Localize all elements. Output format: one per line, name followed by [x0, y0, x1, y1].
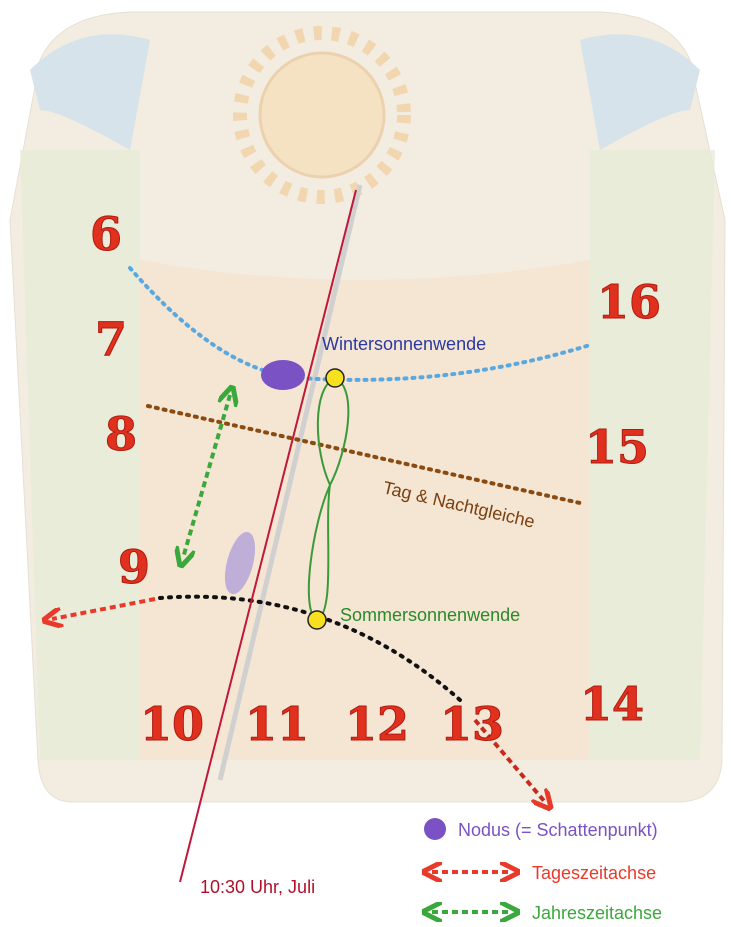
- legend-label: Tageszeitachse: [532, 863, 656, 883]
- hour-label: 13: [440, 697, 504, 751]
- nodus: [261, 360, 305, 390]
- hour-label: 14: [580, 677, 644, 731]
- winter-label: Wintersonnenwende: [322, 334, 486, 354]
- summer-label: Sommersonnenwende: [340, 605, 520, 625]
- solstice-point: [308, 611, 326, 629]
- legend-label: Jahreszeitachse: [532, 903, 662, 923]
- legend-label: Nodus (= Schattenpunkt): [458, 820, 658, 840]
- hour-label: 16: [597, 275, 661, 329]
- hour-label: 10: [140, 697, 204, 751]
- hour-label: 7: [95, 312, 127, 366]
- hour-label: 11: [245, 697, 309, 751]
- hour-label: 6: [90, 207, 122, 261]
- hour-label: 9: [118, 540, 150, 594]
- legend-nodus-icon: [424, 818, 446, 840]
- diagram: Wintersonnenwende Tag & Nachtgleiche Som…: [0, 0, 731, 927]
- solstice-point: [326, 369, 344, 387]
- hour-label: 15: [585, 420, 649, 474]
- hour-label: 8: [105, 407, 137, 461]
- hour-label: 12: [345, 697, 409, 751]
- time-label: 10:30 Uhr, Juli: [200, 877, 315, 897]
